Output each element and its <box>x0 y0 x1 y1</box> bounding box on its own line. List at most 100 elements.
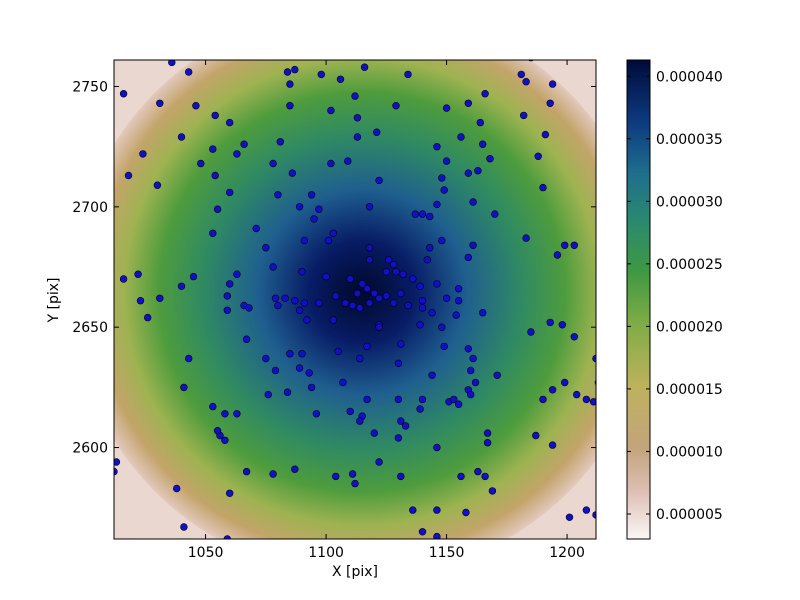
scatter-point <box>351 479 359 488</box>
scatter-point <box>476 118 484 127</box>
scatter-point <box>344 157 352 165</box>
scatter-point <box>303 316 311 324</box>
scatter-point <box>274 301 282 310</box>
scatter-point <box>300 236 309 245</box>
scatter-point <box>180 383 188 392</box>
scatter-point <box>276 138 284 146</box>
scatter-point <box>351 92 359 100</box>
scatter-point <box>173 484 181 493</box>
scatter-point <box>522 234 530 242</box>
scatter-point <box>363 342 371 351</box>
scatter-point <box>262 244 270 252</box>
scatter-point <box>283 388 292 396</box>
scatter-point <box>418 304 427 312</box>
scatter-point <box>394 359 403 367</box>
scatter-point <box>240 140 248 148</box>
scatter-point <box>189 272 198 281</box>
scatter-point <box>139 150 147 158</box>
colorbar-tick-label: 0.000040 <box>656 69 723 85</box>
scatter-point <box>416 282 424 290</box>
scatter-point <box>252 224 260 233</box>
scatter-point <box>221 410 229 418</box>
scatter-point <box>286 101 294 110</box>
scatter-point <box>233 410 241 418</box>
scatter-point <box>560 378 569 387</box>
scatter-point <box>346 407 354 416</box>
scatter-point <box>474 167 482 175</box>
scatter-point <box>493 371 501 379</box>
scatter-point <box>209 229 217 238</box>
scatter-point <box>365 256 374 264</box>
scatter-point <box>356 417 364 425</box>
scatter-point <box>440 186 448 194</box>
scatter-point <box>548 80 557 88</box>
scatter-point <box>370 429 378 437</box>
scatter-point <box>269 470 277 478</box>
scatter-point <box>539 183 547 192</box>
scatter-point <box>365 244 374 252</box>
scatter-point <box>517 70 525 79</box>
scatter-point <box>570 241 578 250</box>
scatter-point <box>389 260 398 269</box>
scatter-point <box>416 405 424 413</box>
scatter-point <box>572 390 581 399</box>
scatter-point <box>565 513 574 521</box>
x-axis-label: X [pix] <box>332 564 378 580</box>
scatter-point <box>375 323 383 331</box>
scatter-point <box>353 289 362 298</box>
colorbar-tick-label: 0.000020 <box>656 319 723 335</box>
scatter-point <box>336 75 345 84</box>
scatter-point <box>457 133 465 141</box>
scatter-point <box>156 294 164 302</box>
scatter-point <box>418 210 427 218</box>
scatter-point <box>291 65 299 74</box>
scatter-point <box>332 292 340 300</box>
scatter-point <box>546 99 554 108</box>
scatter-point <box>438 323 446 331</box>
scatter-point <box>491 210 499 218</box>
scatter-point <box>269 263 277 271</box>
x-tick-label: 1050 <box>188 545 224 561</box>
scatter-point <box>370 289 378 298</box>
scatter-point <box>409 506 417 514</box>
scatter-point <box>298 350 306 358</box>
scatter-point <box>464 99 472 108</box>
scatter-point <box>209 145 217 153</box>
scatter-point <box>483 429 492 437</box>
scatter-point <box>418 528 427 536</box>
scatter-point <box>242 467 251 476</box>
scatter-point <box>287 540 294 547</box>
scatter-point <box>532 431 540 440</box>
scatter-point <box>305 369 313 377</box>
scatter-point <box>411 210 419 218</box>
y-axis-label: Y [pix] <box>46 278 62 324</box>
scatter-point <box>404 301 412 310</box>
scatter-point <box>177 282 186 290</box>
scatter-point <box>153 181 162 189</box>
scatter-point <box>363 285 371 293</box>
scatter-point <box>233 150 241 158</box>
scatter-point <box>479 309 487 317</box>
scatter-point <box>365 203 374 211</box>
scatter-point <box>522 77 530 86</box>
scatter-point <box>373 128 381 136</box>
scatter-point <box>262 354 270 363</box>
scatter-point <box>295 364 304 372</box>
scatter-point <box>464 253 472 262</box>
scatter-point <box>469 198 477 206</box>
scatter-point <box>233 270 241 278</box>
scatter-point <box>245 304 253 312</box>
scatter-point <box>416 321 424 329</box>
scatter-point <box>365 299 374 307</box>
scatter-point <box>541 130 550 139</box>
scatter-point <box>553 251 562 259</box>
y-tick-label: 2650 <box>72 320 108 336</box>
scatter-point <box>226 118 234 127</box>
y-tick-label: 2750 <box>72 79 108 95</box>
colorbar-tick-label: 0.000030 <box>656 194 723 210</box>
scatter-point <box>329 229 337 238</box>
scatter-point <box>119 89 128 98</box>
scatter-point <box>295 306 304 314</box>
scatter-point <box>394 434 403 442</box>
colorbar-tick-label: 0.000025 <box>656 257 723 273</box>
